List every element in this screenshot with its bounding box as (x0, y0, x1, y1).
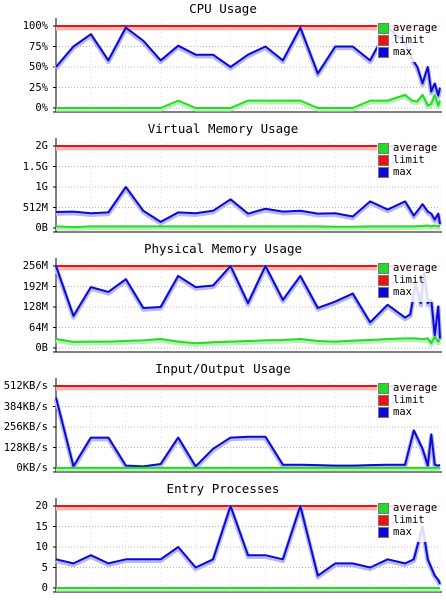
y-tick-label: 25% (29, 81, 48, 94)
legend-swatch-max (378, 407, 389, 418)
y-tick-label: 256KB/s (3, 421, 48, 433)
chart-title: Virtual Memory Usage (147, 121, 299, 136)
legend-label-max: max (393, 406, 412, 418)
legend-swatch-average (378, 143, 389, 154)
chart-legend: average limit max (377, 382, 445, 422)
chart-title: Entry Processes (166, 481, 280, 496)
series-line-max (55, 186, 441, 225)
y-tick-label: 192M (22, 280, 48, 293)
y-tick-label: 384KB/s (3, 400, 48, 413)
y-tick-label: 2G (35, 140, 48, 152)
legend-label-average: average (393, 22, 438, 34)
legend-swatch-limit (378, 155, 389, 166)
legend-label-max: max (393, 526, 412, 538)
chart-legend: average limit max (377, 142, 445, 182)
chart-legend: average limit max (377, 262, 445, 302)
legend-swatch-average (378, 503, 389, 514)
y-tick-label: 512KB/s (3, 380, 48, 392)
legend-label-max: max (393, 46, 412, 58)
legend-label-max: max (393, 166, 412, 178)
chart-title: Input/Output Usage (155, 361, 291, 376)
y-tick-label: 0B (35, 222, 48, 234)
chart-panel: Entry Processes 0 5 10 15 20 average limit max (0, 480, 446, 600)
legend-swatch-max (378, 47, 389, 58)
chart-plot (53, 138, 443, 233)
y-tick-label: 0KB/s (16, 462, 48, 474)
y-tick-label: 1.5G (22, 160, 48, 173)
legend-swatch-max (378, 167, 389, 178)
legend-label-limit: limit (393, 154, 425, 166)
legend-label-average: average (393, 262, 438, 274)
y-tick-label: 20 (35, 500, 48, 512)
legend-label-limit: limit (393, 394, 425, 406)
legend-swatch-average (378, 383, 389, 394)
legend-swatch-max (378, 527, 389, 538)
y-tick-label: 1G (35, 181, 48, 193)
chart-panel: CPU Usage 0% 25% 50% 75% 100% average limit max (0, 0, 446, 120)
y-tick-label: 0B (35, 342, 48, 354)
y-tick-label: 5 (41, 561, 48, 574)
chart-panel: Physical Memory Usage 0B 64M 128M 192M 256M av… (0, 240, 446, 360)
y-tick-label: 128KB/s (3, 441, 48, 454)
legend-swatch-average (378, 263, 389, 274)
chart-legend: average limit max (377, 22, 445, 62)
series-line-average-shadow (55, 336, 442, 347)
legend-label-limit: limit (393, 34, 425, 46)
chart-panel: Virtual Memory Usage 0B 512M 1G 1.5G 2G averag… (0, 120, 446, 240)
chart-legend: average limit max (377, 502, 445, 542)
chart-plot (53, 258, 443, 353)
y-tick-label: 128M (22, 301, 48, 313)
chart-panel: Input/Output Usage 0KB/s 128KB/s 256KB/s 384… (0, 360, 446, 480)
legend-label-average: average (393, 502, 438, 514)
legend-swatch-limit (378, 395, 389, 406)
legend-label-average: average (393, 382, 438, 394)
legend-swatch-limit (378, 35, 389, 46)
legend-label-max: max (393, 286, 412, 298)
legend-label-limit: limit (393, 514, 425, 526)
y-tick-label: 256M (22, 260, 48, 272)
series-line-average (55, 224, 441, 229)
y-tick-label: 64M (29, 321, 48, 334)
y-tick-label: 10 (35, 541, 48, 553)
series-line-max (55, 505, 441, 585)
legend-label-limit: limit (393, 274, 425, 286)
series-line-average-shadow (55, 224, 441, 231)
legend-swatch-max (378, 287, 389, 298)
y-tick-label: 512M (22, 201, 48, 214)
chart-title: CPU Usage (189, 1, 257, 16)
y-tick-label: 0 (41, 582, 48, 594)
series-line-average (55, 335, 441, 345)
y-tick-label: 75% (29, 40, 48, 53)
series-line-max (55, 397, 441, 468)
legend-label-average: average (393, 142, 438, 154)
y-tick-label: 50% (29, 61, 48, 73)
legend-swatch-limit (378, 275, 389, 286)
chart-title: Physical Memory Usage (143, 241, 303, 256)
legend-swatch-average (378, 23, 389, 34)
y-tick-label: 15 (35, 520, 48, 533)
y-tick-label: 100% (22, 20, 48, 32)
legend-swatch-limit (378, 515, 389, 526)
chart-plot (53, 498, 443, 593)
series-line-average (56, 93, 441, 109)
series-line-max (55, 26, 441, 97)
chart-plot (53, 18, 443, 113)
chart-plot (53, 378, 442, 473)
y-tick-label: 0% (35, 102, 48, 114)
